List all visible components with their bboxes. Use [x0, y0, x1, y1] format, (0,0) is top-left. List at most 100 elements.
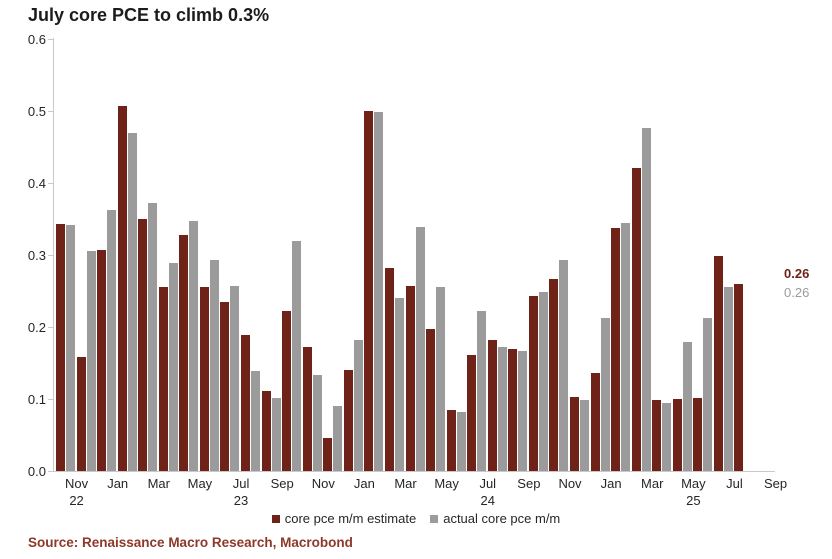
bar-actual: [559, 260, 569, 471]
x-tick-label: Mar: [394, 476, 417, 491]
x-tick-label: Jul: [479, 476, 497, 491]
bar-actual: [723, 286, 733, 471]
bar-actual: [477, 311, 487, 471]
y-tick-label: 0.3: [27, 248, 46, 263]
y-tick-mark: [48, 255, 53, 256]
bar-estimate: [158, 286, 168, 471]
bar-estimate: [241, 334, 251, 471]
bar-actual: [333, 406, 343, 471]
x-year-label: 22: [69, 493, 84, 508]
bar-actual: [251, 370, 261, 471]
bar-estimate: [611, 228, 621, 471]
legend-label-actual: actual core pce m/m: [443, 511, 561, 526]
y-tick-label: 0.0: [27, 464, 46, 479]
bar-actual: [497, 347, 507, 471]
x-tick-label: Sep: [270, 476, 294, 491]
bar-actual: [127, 132, 137, 471]
bar-actual: [353, 339, 363, 471]
x-year-label: 24: [480, 493, 495, 508]
y-tick-mark: [48, 111, 53, 112]
y-tick-label: 0.6: [27, 32, 46, 47]
bar-estimate: [426, 329, 436, 471]
latest-actual-value-label: 0.26: [784, 285, 810, 300]
bar-actual: [292, 241, 302, 471]
x-year-label: 25: [686, 493, 701, 508]
y-tick-mark: [48, 327, 53, 328]
x-tick-label: Jul: [232, 476, 250, 491]
x-tick-label: May: [681, 476, 706, 491]
legend-item-actual: actual core pce m/m: [430, 511, 560, 526]
x-axis-line: [53, 471, 775, 472]
bar-estimate: [302, 347, 312, 471]
bar-estimate: [282, 311, 292, 471]
bar-actual: [107, 209, 117, 471]
chart-legend: core pce m/m estimate actual core pce m/…: [0, 511, 832, 526]
bar-actual: [456, 411, 466, 471]
bar-estimate: [590, 373, 600, 471]
bar-actual: [518, 351, 528, 471]
y-tick-mark: [48, 399, 53, 400]
bar-estimate: [631, 167, 641, 471]
bar-estimate: [487, 339, 497, 471]
bar-actual: [641, 128, 651, 471]
x-tick-label: Nov: [64, 476, 89, 491]
bar-actual: [621, 222, 631, 471]
bar-estimate: [117, 105, 127, 471]
bar-actual: [662, 403, 672, 471]
bar-estimate: [76, 357, 86, 471]
bar-estimate: [570, 396, 579, 471]
bar-actual: [271, 397, 281, 471]
bar-estimate: [364, 111, 374, 471]
y-tick-mark: [48, 183, 53, 184]
bar-estimate: [199, 286, 209, 471]
x-tick-label: Sep: [517, 476, 541, 491]
bar-estimate: [652, 400, 662, 471]
y-axis-line: [53, 38, 54, 472]
bar-estimate: [693, 397, 703, 471]
bar-actual: [148, 203, 158, 471]
bar-actual: [682, 342, 692, 471]
bar-actual: [86, 250, 96, 471]
x-tick-label: May: [434, 476, 459, 491]
bar-actual: [394, 298, 404, 471]
bar-estimate: [97, 249, 107, 471]
bar-actual: [580, 400, 589, 471]
bar-actual: [374, 112, 384, 471]
bar-actual: [168, 262, 178, 471]
x-tick-label: Mar: [641, 476, 664, 491]
bar-estimate: [508, 349, 518, 471]
bar-estimate: [261, 391, 271, 471]
x-tick-label: Jan: [600, 476, 622, 491]
bar-actual: [415, 226, 425, 471]
source-attribution: Source: Renaissance Macro Research, Macr…: [28, 535, 353, 550]
bar-estimate: [713, 256, 723, 471]
y-tick-mark: [48, 39, 53, 40]
x-tick-label: Mar: [147, 476, 170, 491]
y-tick-mark: [48, 471, 53, 472]
bar-actual: [230, 285, 240, 471]
actual-swatch-icon: [430, 514, 439, 523]
bar-actual: [703, 317, 713, 471]
y-tick-label: 0.1: [27, 392, 46, 407]
x-tick-label: May: [187, 476, 213, 491]
bar-estimate: [56, 224, 65, 471]
bar-estimate: [220, 301, 230, 471]
bar-estimate: [734, 283, 744, 471]
bar-estimate: [528, 296, 538, 471]
bar-actual: [436, 286, 446, 471]
y-tick-label: 0.5: [27, 104, 46, 119]
bar-estimate: [343, 370, 353, 471]
bar-actual: [538, 292, 548, 471]
bar-estimate: [179, 234, 189, 471]
y-tick-label: 0.4: [27, 176, 46, 191]
bar-estimate: [672, 399, 682, 471]
bar-actual: [600, 317, 610, 471]
legend-item-estimate: core pce m/m estimate: [271, 511, 416, 526]
x-tick-label: Nov: [311, 476, 335, 491]
bar-actual: [209, 260, 219, 471]
x-tick-label: Jan: [353, 476, 375, 491]
estimate-swatch-icon: [271, 514, 280, 523]
x-tick-label: Sep: [764, 476, 788, 491]
